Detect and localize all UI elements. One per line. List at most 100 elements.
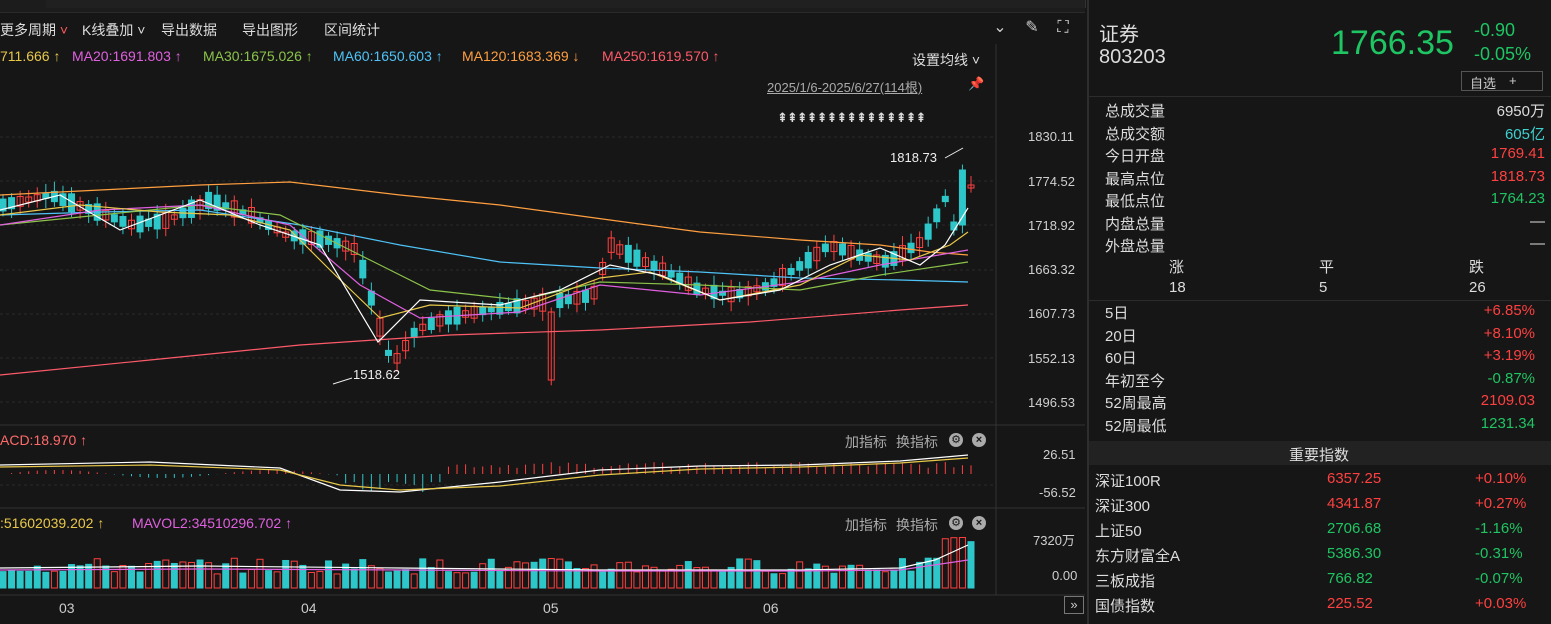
volume-bar — [761, 570, 769, 589]
volume-bar — [110, 571, 118, 589]
kline-overlay-button[interactable]: K线叠加 ˅ — [82, 22, 146, 38]
volume-bar — [444, 571, 452, 589]
chart-toolbar: 更多周期 ˅ K线叠加 ˅ 导出数据 导出图形 区间统计 ⌄ ✎ ⛶ — [0, 14, 1085, 44]
candle-body — [393, 353, 401, 364]
volume-bar — [839, 565, 847, 589]
volume-bar — [25, 570, 33, 589]
candle-body — [624, 244, 632, 263]
candle-body — [187, 199, 195, 218]
index-row[interactable]: 东方财富全A 5386.30 -0.31% — [1095, 545, 1541, 569]
volume-bar — [719, 570, 727, 589]
ma-legend-item: MA250:1619.570 ↑ — [602, 48, 720, 64]
candle-body — [513, 298, 521, 314]
candle-body — [68, 193, 76, 213]
index-row[interactable]: 国债指数 225.52 +0.03% — [1095, 595, 1541, 619]
volume-bar — [530, 561, 538, 589]
index-row[interactable]: 深证300 4341.87 +0.27% — [1095, 495, 1541, 519]
stock-name: 证券 — [1099, 24, 1139, 46]
index-pct: +0.27% — [1475, 495, 1527, 512]
candle-body — [719, 290, 727, 296]
add-indicator-button[interactable]: 加指标 — [845, 517, 887, 533]
price-tick: 1774.52 — [1028, 174, 1075, 189]
stat-label: 最高点位 — [1105, 170, 1166, 188]
watchlist-label: 自选 — [1470, 76, 1497, 91]
expand-right-icon[interactable]: » — [1064, 596, 1084, 614]
volume-bar — [967, 541, 975, 589]
candle-body — [153, 213, 161, 230]
period-row: 5日 +6.85% — [1105, 302, 1535, 324]
volume-bar — [170, 562, 178, 589]
stat-label: 最低点位 — [1105, 193, 1166, 210]
volume-bar — [779, 573, 787, 589]
breadth-values: 18 5 26 — [1105, 279, 1545, 301]
index-pct: -0.31% — [1475, 545, 1523, 562]
volume-bar — [119, 565, 127, 589]
macd-tick: 26.51 — [1043, 447, 1076, 462]
volume-bar — [299, 564, 307, 589]
volume-bar — [898, 558, 906, 589]
volume-bar — [736, 558, 744, 589]
stat-row: 总成交量 6950万 — [1105, 100, 1545, 122]
candle-body — [727, 286, 735, 303]
candle-body — [616, 244, 624, 255]
volume-bar — [590, 564, 598, 589]
fullscreen-icon[interactable]: ⛶ — [1057, 19, 1069, 36]
export-data-button[interactable]: 导出数据 — [161, 22, 217, 38]
period-row: 年初至今 -0.87% — [1105, 370, 1535, 392]
indices-header: 重要指数 — [1089, 441, 1551, 465]
volume-bar — [273, 571, 281, 589]
pin-icon[interactable]: 📌 — [968, 76, 985, 91]
range-stats-button[interactable]: 区间统计 — [324, 22, 380, 38]
close-icon[interactable]: × — [972, 433, 986, 447]
close-icon[interactable]: × — [972, 516, 986, 530]
period-row: 60日 +3.19% — [1105, 347, 1535, 369]
up-count: 18 — [1169, 279, 1186, 296]
volume-bar — [770, 573, 778, 589]
candle-body — [547, 311, 555, 381]
export-chart-button[interactable]: 导出图形 — [242, 22, 298, 38]
volume-bar — [599, 571, 607, 589]
candle-body — [821, 243, 829, 253]
volume-bar — [76, 565, 84, 589]
ma5-line — [0, 194, 969, 343]
gear-icon[interactable]: ⚙ — [949, 516, 963, 530]
low-annotation: 1518.62 — [353, 367, 400, 382]
add-watchlist-button[interactable]: 自选 + — [1461, 71, 1543, 91]
chevron-down-circle-icon[interactable]: ⌄ — [993, 19, 1007, 36]
switch-indicator-button[interactable]: 换指标 — [896, 434, 938, 450]
high-arrow — [944, 147, 964, 159]
ma-legend-item: 711.666 ↑ — [0, 48, 61, 64]
set-ma-button[interactable]: 设置均线 ˅ — [912, 52, 981, 68]
index-row[interactable]: 深证100R 6357.25 +0.10% — [1095, 470, 1541, 494]
down-count: 26 — [1469, 279, 1486, 296]
vol-label-1: :51602039.202 ↑ — [0, 515, 105, 531]
volume-bar — [573, 567, 581, 589]
candle-body — [119, 216, 127, 227]
gear-icon[interactable]: ⚙ — [949, 433, 963, 447]
price-tick: 1607.73 — [1028, 306, 1075, 321]
add-indicator-button[interactable]: 加指标 — [845, 434, 887, 450]
plus-icon: + — [1509, 73, 1517, 88]
tab[interactable] — [936, 0, 1086, 8]
stat-row: 最低点位 1764.23 — [1105, 190, 1545, 212]
more-periods-button[interactable]: 更多周期 ˅ — [0, 22, 69, 38]
date-range[interactable]: 2025/1/6-2025/6/27(114根) — [767, 80, 923, 95]
candle-body — [487, 306, 495, 313]
volume-bar — [316, 570, 324, 589]
volume-bar — [265, 570, 273, 589]
switch-indicator-button[interactable]: 换指标 — [896, 517, 938, 533]
stat-value: 1769.41 — [1490, 145, 1545, 162]
candle-body — [307, 231, 315, 246]
kline-chart[interactable] — [0, 0, 1085, 624]
index-pct: +0.10% — [1475, 470, 1527, 487]
period-value: +3.19% — [1483, 347, 1535, 364]
index-row[interactable]: 三板成指 766.82 -0.07% — [1095, 570, 1541, 594]
candle-body — [444, 310, 452, 325]
volume-bar — [359, 559, 367, 589]
period-value: +6.85% — [1483, 302, 1535, 319]
volume-bar — [676, 564, 684, 589]
volume-bar — [247, 569, 255, 589]
brush-icon[interactable]: ✎ — [1025, 19, 1039, 36]
index-row[interactable]: 上证50 2706.68 -1.16% — [1095, 520, 1541, 544]
volume-bar — [856, 564, 864, 589]
